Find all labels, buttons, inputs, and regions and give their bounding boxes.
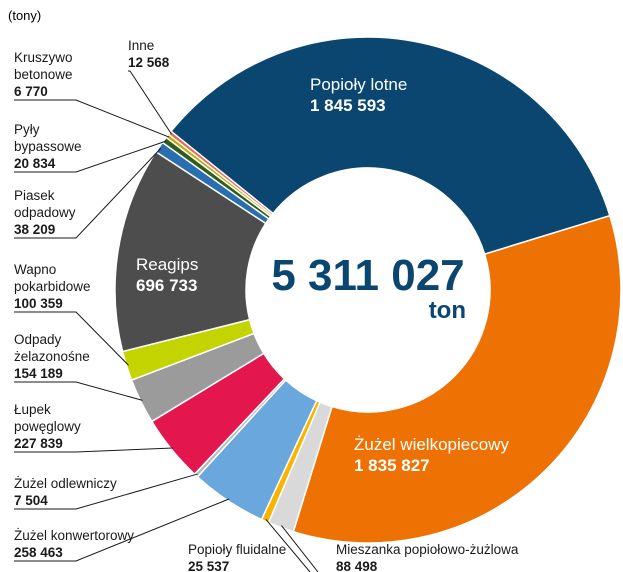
label-zuzel-wielkopiecowy: Żużel wielkopiecowy 1 835 827 [354,435,509,475]
slice-inne [167,130,275,216]
label-kruszywo-betonowe: Kruszywo betonowe 6 770 [14,50,73,99]
leader-line-kruszywo-betonowe [14,99,170,138]
label-popioy-fluidalne: Popioły fluidalne 25 537 [188,542,286,572]
label-upek-poweglowy: Łupek powęglowy 227 839 [14,402,81,451]
leader-line-pyy-bypassowe [14,140,167,173]
label-pyy-bypassowe: Pyły bypassowe 20 834 [14,122,82,171]
total-value: 5 311 027 [271,251,464,300]
leader-line-piasek-odpadowy [14,147,162,239]
leader-line-popioy-fluidalne [265,518,311,572]
leader-line-upek-poweglowy [14,447,173,453]
label-mieszanka-popioowo-zuzlowa: Mieszanka popiołowo-żużlowa 88 498 [336,542,519,572]
leader-line-inne [128,70,172,135]
leader-lines [14,70,319,572]
slice-labels: Popioły lotne 1 845 593 Żużel wielkopiecow… [14,38,519,572]
label-reagips: Reagips 696 733 [136,255,198,295]
total-unit: ton [429,297,466,324]
leader-line-zuzel-odlewniczy [14,473,198,510]
leader-line-zuzel-konwertorowy [14,498,230,562]
label-zuzel-odlewniczy: Żużel odlewniczy 7 504 [14,476,117,508]
slices [114,36,622,544]
label-wapno-pokarbidowe: Wapno pokarbidowe 100 359 [14,262,91,311]
leader-line-odpady-zelazonosne [14,381,143,401]
slice-popioy-lotne [167,36,611,256]
label-popioy-lotne: Popioły lotne 1 845 593 [310,75,407,115]
label-piasek-odpadowy: Piasek odpadowy 38 209 [14,188,76,237]
label-inne: Inne 12 568 [128,38,170,70]
slice-zuzel-wielkopiecowy [292,214,622,544]
leader-line-wapno-pokarbidowe [14,311,129,366]
label-odpady-zelazonosne: Odpady żelazonośne 154 189 [14,332,90,381]
leader-line-mieszanka-popioowo-zuzlowa [281,525,319,572]
unit-label: (tony) [8,8,41,23]
label-zuzel-konwertorowy: Żużel konwertorowy 258 463 [14,528,134,560]
